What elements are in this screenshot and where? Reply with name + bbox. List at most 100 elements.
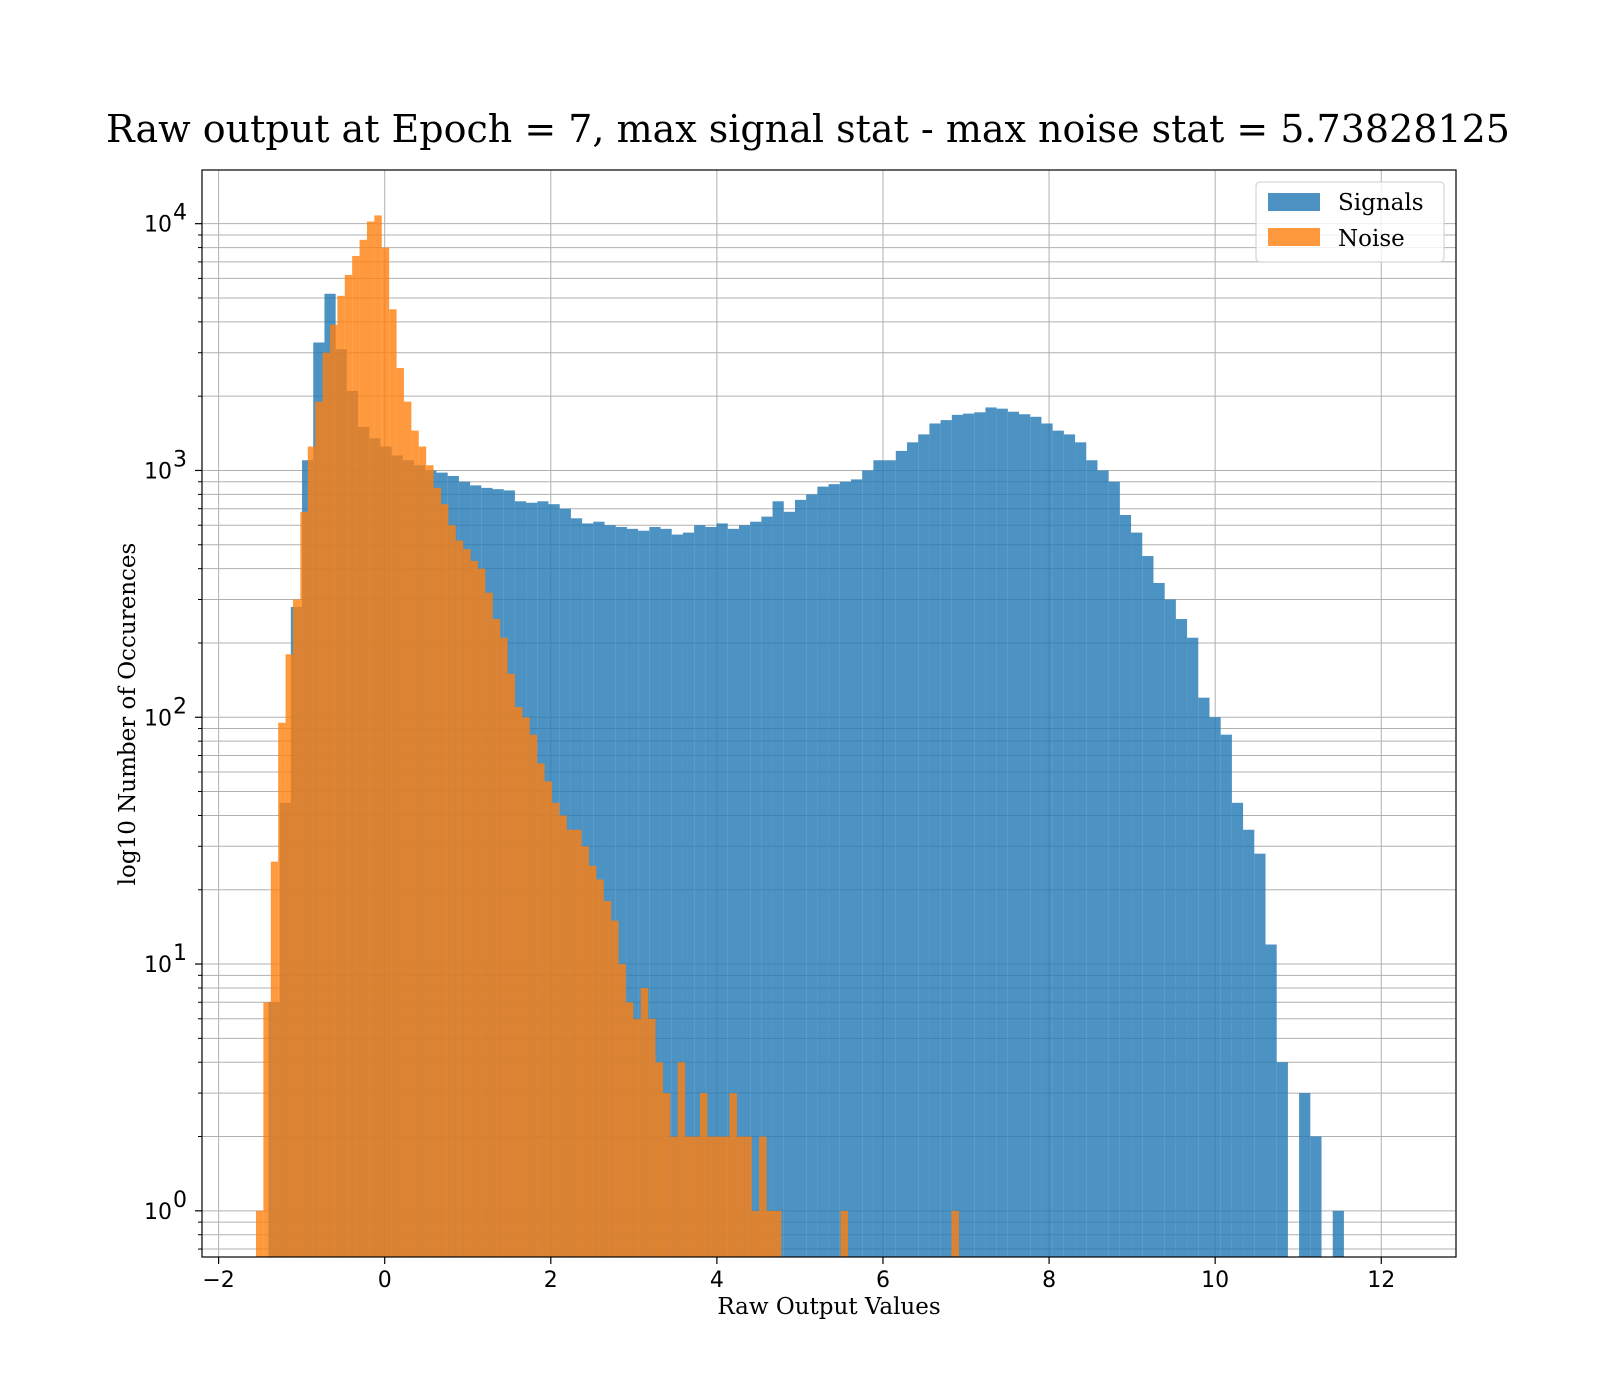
bar-signals-95 bbox=[1332, 1210, 1344, 1257]
plot-area-frame bbox=[201, 169, 1457, 1258]
bar-signals-64 bbox=[985, 407, 997, 1258]
bar-signals-68 bbox=[1030, 416, 1042, 1258]
bar-signals-40 bbox=[716, 523, 728, 1257]
bar-noise-30 bbox=[477, 568, 486, 1257]
y-tick-exponent: 4 bbox=[173, 201, 187, 226]
bar-signals-67 bbox=[1019, 414, 1031, 1257]
bar-noise-32 bbox=[492, 619, 501, 1257]
bar-noise-23 bbox=[426, 465, 434, 1257]
bar-noise-1 bbox=[263, 1002, 271, 1257]
bar-noise-3 bbox=[278, 722, 286, 1257]
bar-noise-41 bbox=[559, 815, 567, 1257]
bar-signals-31 bbox=[615, 527, 627, 1257]
bar-noise-5 bbox=[292, 599, 301, 1257]
bar-signals-61 bbox=[951, 414, 964, 1257]
bar-signals-48 bbox=[806, 494, 818, 1257]
bar-noise-45 bbox=[588, 865, 597, 1257]
bar-signals-30 bbox=[604, 525, 616, 1257]
bar-noise-61 bbox=[707, 1136, 715, 1257]
bar-noise-34 bbox=[507, 673, 515, 1257]
bar-noise-60 bbox=[699, 1093, 708, 1257]
bar-signals-38 bbox=[694, 525, 706, 1257]
bar-noise-56 bbox=[670, 1136, 678, 1257]
bar-noise-49 bbox=[618, 964, 626, 1257]
bar-signals-65 bbox=[996, 408, 1008, 1257]
bar-signals-50 bbox=[828, 484, 840, 1257]
bar-signals-47 bbox=[794, 499, 807, 1257]
x-tick-label: 6 bbox=[876, 1268, 890, 1293]
bar-noise-44 bbox=[581, 846, 589, 1257]
bar-signals-41 bbox=[727, 528, 739, 1257]
bar-signals-74 bbox=[1097, 470, 1109, 1257]
bar-signals-49 bbox=[817, 486, 829, 1257]
bar-signals-57 bbox=[907, 442, 919, 1257]
bar-noise-69 bbox=[766, 1210, 774, 1257]
bar-signals-53 bbox=[862, 470, 874, 1257]
bar-signals-62 bbox=[963, 413, 975, 1257]
bar-noise-12 bbox=[344, 274, 353, 1257]
bar-noise-94 bbox=[951, 1210, 959, 1257]
bar-signals-66 bbox=[1007, 411, 1020, 1257]
bar-noise-8 bbox=[315, 401, 323, 1257]
bar-noise-27 bbox=[455, 540, 464, 1257]
bar-noise-63 bbox=[722, 1136, 730, 1257]
bar-signals-55 bbox=[884, 460, 896, 1258]
legend-label-signals: Signals bbox=[1338, 190, 1424, 216]
bar-noise-14 bbox=[359, 239, 367, 1257]
bar-noise-0 bbox=[255, 1210, 264, 1257]
bar-noise-16 bbox=[374, 215, 382, 1257]
y-tick-exponent: 2 bbox=[173, 694, 187, 719]
bar-noise-62 bbox=[714, 1136, 723, 1257]
bar-noise-39 bbox=[544, 781, 552, 1257]
bar-signals-43 bbox=[750, 521, 762, 1257]
bar-noise-13 bbox=[352, 255, 360, 1258]
bar-noise-59 bbox=[692, 1136, 700, 1257]
bar-signals-60 bbox=[940, 420, 952, 1258]
y-tick-label: 10 bbox=[144, 1200, 172, 1225]
bar-noise-36 bbox=[522, 717, 530, 1257]
bar-noise-17 bbox=[381, 247, 390, 1258]
bar-signals-69 bbox=[1041, 423, 1053, 1257]
bar-noise-67 bbox=[751, 1210, 760, 1257]
bar-noise-35 bbox=[514, 707, 523, 1257]
bar-signals-58 bbox=[918, 434, 930, 1258]
bar-noise-2 bbox=[270, 861, 279, 1257]
bar-signals-85 bbox=[1220, 734, 1232, 1257]
x-tick-label: 0 bbox=[378, 1268, 392, 1293]
bar-signals-37 bbox=[682, 532, 695, 1257]
bar-signals-93 bbox=[1310, 1136, 1322, 1257]
bar-signals-84 bbox=[1209, 717, 1221, 1257]
bar-noise-52 bbox=[640, 987, 649, 1257]
bar-signals-46 bbox=[783, 511, 795, 1257]
y-tick-exponent: 1 bbox=[173, 941, 187, 966]
bar-noise-51 bbox=[633, 1018, 641, 1257]
x-axis-label: Raw Output Values bbox=[717, 1294, 940, 1320]
bar-signals-70 bbox=[1052, 430, 1064, 1257]
bar-signals-86 bbox=[1231, 802, 1244, 1257]
bar-noise-79 bbox=[840, 1210, 848, 1257]
bar-signals-56 bbox=[895, 450, 908, 1258]
bar-noise-70 bbox=[773, 1210, 782, 1257]
bar-noise-58 bbox=[685, 1136, 693, 1257]
bar-noise-54 bbox=[655, 1062, 663, 1257]
bar-signals-79 bbox=[1153, 582, 1165, 1257]
bar-noise-28 bbox=[463, 549, 471, 1257]
x-tick-label: 12 bbox=[1367, 1268, 1395, 1293]
legend-swatch-signals bbox=[1268, 193, 1320, 211]
bar-noise-47 bbox=[603, 901, 612, 1257]
bar-signals-75 bbox=[1108, 481, 1120, 1257]
x-tick-label: 8 bbox=[1042, 1268, 1056, 1293]
y-tick-label: 10 bbox=[144, 459, 172, 484]
bar-noise-24 bbox=[433, 487, 441, 1258]
bar-signals-54 bbox=[873, 460, 885, 1258]
bar-signals-42 bbox=[738, 525, 751, 1257]
bar-noise-21 bbox=[411, 430, 419, 1257]
bar-noise-38 bbox=[537, 763, 545, 1257]
legend-label-noise: Noise bbox=[1338, 226, 1405, 252]
bar-signals-71 bbox=[1063, 434, 1076, 1258]
bar-noise-37 bbox=[529, 734, 538, 1257]
bar-signals-32 bbox=[626, 528, 639, 1257]
x-tick-label: 2 bbox=[544, 1268, 558, 1293]
noise-bars bbox=[255, 215, 959, 1258]
